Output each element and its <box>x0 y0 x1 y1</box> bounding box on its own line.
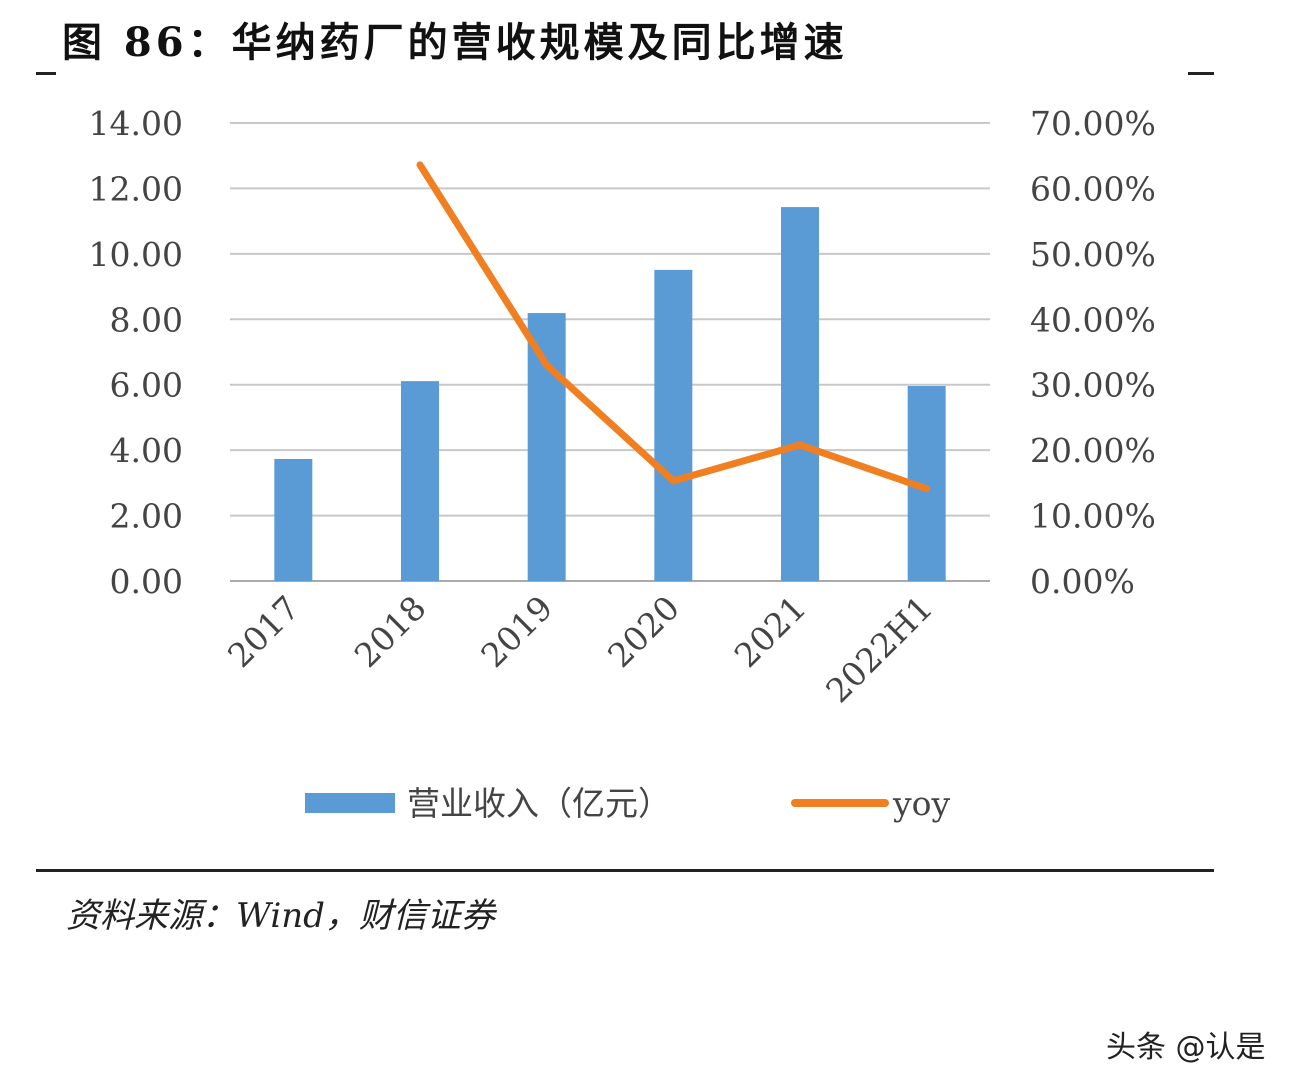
right-tick-label: 50.00% <box>1030 235 1156 274</box>
x-tick-label: 2017 <box>220 588 307 675</box>
right-tick-label: 0.00% <box>1030 562 1135 601</box>
bar <box>654 269 693 581</box>
left-tick-label: 12.00 <box>89 169 183 208</box>
right-tick-label: 60.00% <box>1030 169 1156 208</box>
left-tick-label: 6.00 <box>110 366 183 405</box>
figure-title: 图 86：华纳药厂的营收规模及同比增速 <box>62 19 848 66</box>
bar <box>781 207 819 581</box>
x-tick-label: 2022H1 <box>818 588 940 710</box>
source-note: 资料来源：Wind，财信证券 <box>66 896 495 936</box>
legend-swatch-revenue <box>305 793 395 813</box>
x-tick-label: 2021 <box>727 588 814 675</box>
x-tick-label: 2018 <box>347 588 434 675</box>
bar <box>274 458 313 581</box>
watermark: 头条 @认是 <box>1106 1030 1266 1065</box>
left-tick-label: 4.00 <box>110 431 183 470</box>
left-tick-label: 10.00 <box>89 235 183 274</box>
x-tick-label: 2019 <box>473 588 560 675</box>
right-tick-label: 40.00% <box>1030 300 1156 339</box>
right-tick-label: 30.00% <box>1030 366 1156 405</box>
right-tick-label: 70.00% <box>1030 104 1156 143</box>
right-tick-label: 20.00% <box>1030 431 1156 470</box>
right-tick-label: 10.00% <box>1030 497 1156 536</box>
left-tick-label: 2.00 <box>110 497 183 536</box>
left-tick-label: 14.00 <box>89 104 183 143</box>
left-tick-label: 0.00 <box>110 562 183 601</box>
top-rule-left <box>36 72 56 75</box>
legend-label-revenue: 营业收入（亿元） <box>407 784 671 823</box>
bar <box>401 381 439 581</box>
bottom-rule <box>36 869 1214 872</box>
bar <box>527 313 566 581</box>
x-tick-label: 2020 <box>600 588 687 675</box>
top-rule-right <box>1188 72 1214 75</box>
left-tick-label: 8.00 <box>110 300 183 339</box>
legend-label-yoy: yoy <box>892 784 951 823</box>
